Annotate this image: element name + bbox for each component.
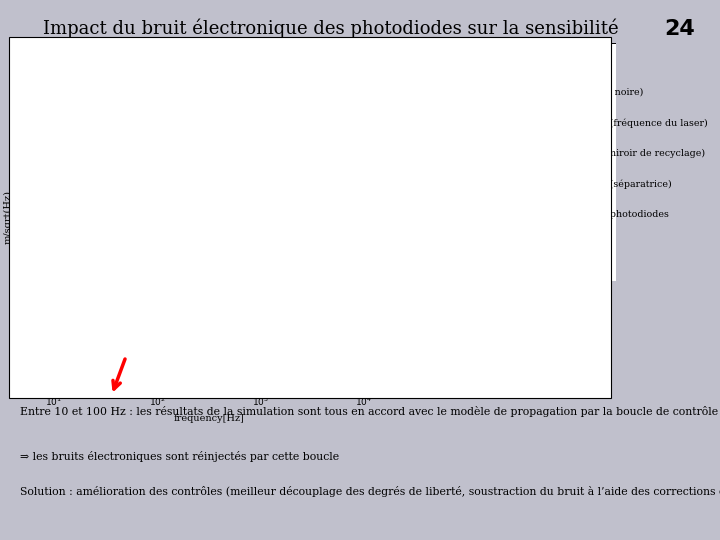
Text: 24: 24 — [664, 19, 695, 39]
Text: Design de VIRGO (: Design de VIRGO ( — [392, 240, 483, 249]
X-axis label: frequency[Hz]: frequency[Hz] — [174, 414, 244, 423]
Text: simulation : bruit électronique sur toutes les photodiodes: simulation : bruit électronique sur tout… — [392, 210, 669, 219]
Text: Sensibilité de C5 (: Sensibilité de C5 ( — [392, 58, 481, 67]
FancyBboxPatch shape — [353, 43, 616, 281]
Text: simulation : bruit électronique sur B1 (frange noire): simulation : bruit électronique sur B1 (… — [392, 88, 644, 97]
Text: Solution : amélioration des contrôles (meilleur découplage des degrés de liberté: Solution : amélioration des contrôles (m… — [20, 486, 720, 497]
Text: Impact du bruit électronique des photodiodes sur la sensibilité: Impact du bruit électronique des photodi… — [43, 19, 619, 38]
Text: simulation : bruit électronique sur B1 + B5q (séparatrice): simulation : bruit électronique sur B1 +… — [392, 179, 672, 188]
Text: ℓ: ℓ — [490, 240, 495, 247]
Text: Time origin: GPS=786476946.000001 UTC: Time origin: GPS=786476946.000001 UTC — [57, 50, 196, 55]
Text: Entre 10 et 100 Hz : les résultats de la simulation sont tous en accord avec le : Entre 10 et 100 Hz : les résultats de la… — [20, 406, 720, 417]
Text: simulation : bruit électronique sur B1 + B2 (miroir de recyclage): simulation : bruit électronique sur B1 +… — [392, 148, 706, 158]
Text: = ⁰.⁷ W): = ⁰.⁷ W) — [512, 58, 557, 67]
Text: ℓ: ℓ — [480, 57, 485, 65]
Text: = ¹⁰ W): = ¹⁰ W) — [521, 240, 562, 249]
Text: simulation : bruit électronique sur B1 + B5p (fréquence du laser): simulation : bruit électronique sur B1 +… — [392, 118, 708, 128]
Text: laser: laser — [485, 64, 503, 69]
Y-axis label: m/sqrt(Hz): m/sqrt(Hz) — [3, 191, 12, 244]
Text: ⇒ les bruits électroniques sont réinjectés par cette boucle: ⇒ les bruits électroniques sont réinject… — [20, 451, 339, 462]
Text: laser: laser — [495, 246, 511, 252]
